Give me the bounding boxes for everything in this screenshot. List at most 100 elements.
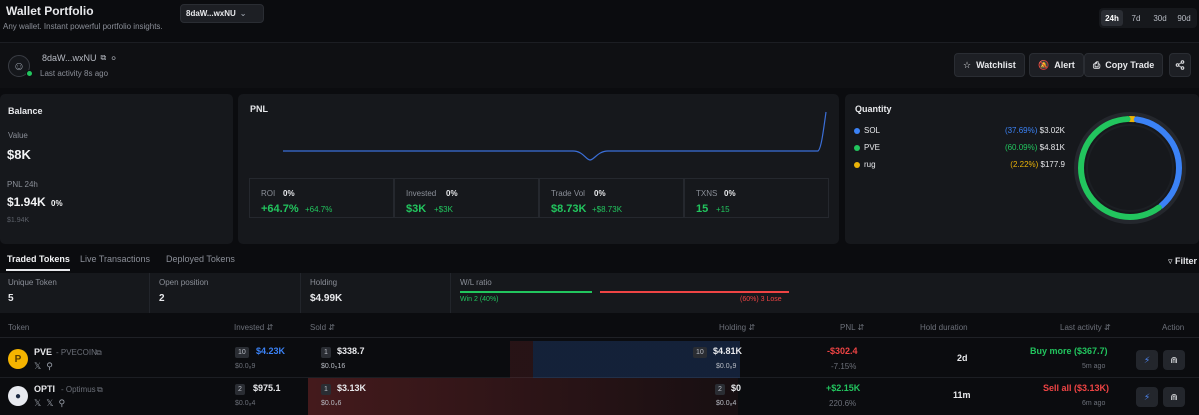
share-button[interactable] — [1169, 53, 1191, 77]
summary-unique-tokens: Unique Token 5 — [0, 273, 150, 313]
wl-bar-gap — [592, 291, 600, 293]
range-30d-button[interactable]: 30d — [1153, 13, 1167, 23]
twitter-icon[interactable]: 𝕏 — [46, 398, 54, 408]
col-invested[interactable]: Invested ⇵ — [234, 323, 274, 332]
pnl-pct: -7.15% — [831, 362, 857, 371]
lightning-icon: ⚡ — [1143, 354, 1151, 365]
pnl-24h-sub: $1.94K — [7, 217, 30, 224]
col-holding[interactable]: Holding ⇵ — [719, 323, 756, 332]
search-icon[interactable]: ⚲ — [58, 398, 66, 408]
stat-trade-vol-value: $8.73K — [551, 203, 587, 215]
copy-trade-button[interactable]: ⎙ Copy Trade — [1084, 53, 1164, 77]
rug-color-dot — [854, 161, 860, 168]
invested-price: $0.0₈9 — [235, 363, 256, 370]
time-range-selector: 24h 7d 30d 90d — [1099, 8, 1197, 28]
quantity-item-rug: rug (2.22%) $177.9 — [854, 160, 1065, 169]
token-symbol[interactable]: PVE — [34, 347, 53, 357]
donut-segment-sol — [1078, 116, 1182, 220]
wallet-address: 8daW...wxNU — [42, 53, 97, 63]
summary-wl-ratio: W/L ratio Win 2 (40%) (60%) 3 Lose — [451, 273, 801, 313]
stat-roi: ROI 0% +64.7% +64.7% — [249, 178, 394, 218]
globe-icon[interactable]: ⚪ — [110, 53, 117, 63]
copy-trade-label: Copy Trade — [1105, 60, 1155, 70]
stat-invested: Invested 0% $3K +$3K — [394, 178, 539, 218]
copy-icon[interactable]: ⧉ — [100, 53, 107, 62]
range-90d-button[interactable]: 90d — [1177, 13, 1191, 23]
stat-trade-vol-label: Trade Vol — [551, 189, 585, 198]
invested-value: $975.1 — [253, 383, 281, 393]
share-button[interactable]: ⋒ — [1163, 387, 1185, 407]
quantity-item-pct: (2.22%) — [1010, 160, 1039, 169]
col-pnl[interactable]: PNL ⇵ — [840, 323, 865, 332]
copy-icon[interactable]: ⧉ — [96, 348, 102, 357]
table-row[interactable]: ● OPTI - Optimus ⧉ 𝕏 𝕏 ⚲ 2 $975.1 $0.0₈4 1… — [0, 378, 1199, 415]
search-icon[interactable]: ⚲ — [46, 361, 53, 371]
holding-value: $4.99K — [310, 293, 343, 304]
portfolio-summary: Unique Token 5 Open position 2 Holding $… — [0, 273, 1199, 313]
holding-value: $4.81K — [713, 346, 743, 356]
range-24h-button[interactable]: 24h — [1101, 10, 1123, 26]
wallet-selector-label: 8daW...wxNU — [186, 9, 236, 18]
quick-buy-button[interactable]: ⚡ — [1136, 350, 1158, 370]
stat-txns-value: 15 — [696, 203, 709, 215]
x-icon[interactable]: 𝕏 — [34, 361, 42, 371]
online-status-dot — [26, 70, 33, 77]
share-button[interactable]: ⋒ — [1163, 350, 1185, 370]
x-icon[interactable]: 𝕏 — [34, 398, 42, 408]
stat-txns-label: TXNS — [696, 189, 718, 198]
quantity-item-value: $3.02K — [1039, 126, 1065, 135]
wallet-selector[interactable]: 8daW...wxNU ⌄ — [180, 4, 264, 23]
filter-label: Filter — [1174, 256, 1197, 266]
col-sold[interactable]: Sold ⇵ — [310, 323, 335, 332]
pnl-line — [283, 111, 827, 161]
lose-count: (60%) 3 Lose — [740, 296, 782, 303]
balance-title: Balance — [8, 106, 43, 116]
pnl-title: PNL — [250, 104, 268, 114]
stat-invested-value: $3K — [406, 203, 427, 215]
stat-invested-sub: +$3K — [434, 205, 453, 214]
pnl-value: +$2.15K — [826, 383, 861, 393]
sold-price: $0.0₄6 — [321, 400, 342, 407]
stat-roi-value: +64.7% — [261, 203, 299, 215]
pnl-pct: 220.6% — [829, 399, 857, 408]
balance-value: $8K — [7, 147, 31, 162]
stat-trade-vol: Trade Vol 0% $8.73K +$8.73K — [539, 178, 684, 218]
range-7d-button[interactable]: 7d — [1131, 13, 1141, 23]
hold-duration: 2d — [957, 353, 968, 363]
quick-buy-button[interactable]: ⚡ — [1136, 387, 1158, 407]
col-token: Token — [8, 323, 30, 332]
pnl-card: PNL ROI 0% +64.7% +64.7% Invested 0% $3K… — [238, 94, 839, 244]
tab-traded-tokens[interactable]: Traded Tokens — [7, 254, 70, 264]
pnl-24h-label: PNL 24h — [7, 180, 38, 189]
token-symbol[interactable]: OPTI — [34, 384, 56, 394]
value-label: Value — [8, 131, 28, 140]
active-tab-indicator — [6, 269, 70, 271]
holding-count-badge: 2 — [715, 384, 725, 395]
copy-icon[interactable]: ⧉ — [97, 385, 103, 394]
stat-invested-pct: 0% — [446, 189, 458, 198]
lightning-icon: ⚡ — [1143, 391, 1151, 402]
col-last-activity[interactable]: Last activity ⇵ — [1060, 323, 1111, 332]
quantity-item-value: $4.81K — [1039, 143, 1065, 152]
sol-color-dot — [854, 127, 860, 134]
alert-button[interactable]: 🔕 Alert — [1029, 53, 1084, 77]
tab-live-transactions[interactable]: Live Transactions — [80, 254, 151, 264]
sold-value: $338.7 — [337, 346, 365, 356]
filter-button[interactable]: ▿ Filter — [1168, 256, 1197, 267]
quantity-item-pct: (60.09%) — [1004, 143, 1038, 152]
bell-off-icon: 🔕 — [1038, 59, 1050, 70]
last-activity-text: Last activity 8s ago — [40, 69, 109, 78]
invested-count-badge: 10 — [235, 347, 249, 358]
sold-value: $3.13K — [337, 383, 367, 393]
table-row[interactable]: P PVE - PVECOIN ⧉ 𝕏 ⚲ 10 $4.23K $0.0₈9 1 … — [0, 341, 1199, 378]
stat-roi-label: ROI — [261, 189, 276, 198]
tab-deployed-tokens[interactable]: Deployed Tokens — [166, 254, 235, 264]
watchlist-button[interactable]: ☆ Watchlist — [954, 53, 1025, 77]
pnl-value: -$302.4 — [827, 346, 858, 356]
last-activity-time: 6m ago — [1082, 400, 1106, 407]
quantity-title: Quantity — [855, 104, 892, 114]
avatar: ☺ — [8, 55, 30, 77]
summary-holding: Holding $4.99K — [301, 273, 451, 313]
last-activity: Sell all ($3.13K) — [1043, 383, 1110, 393]
tabs-bar: Traded Tokens Live Transactions Deployed… — [0, 250, 1199, 272]
